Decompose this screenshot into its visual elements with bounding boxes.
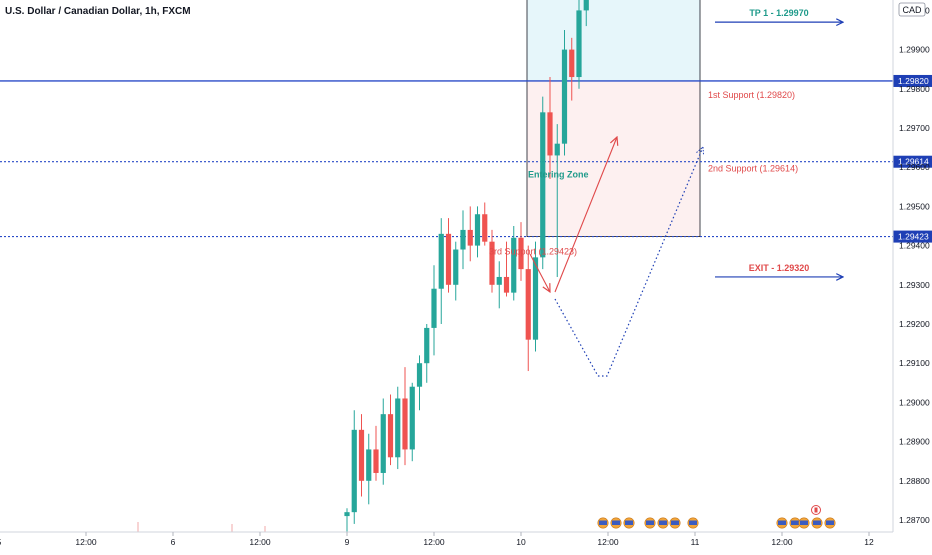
price-tick-label: 1.29200 (899, 319, 930, 329)
event-flag-stripe (659, 520, 667, 525)
candle-body[interactable] (518, 237, 524, 270)
candle-body[interactable] (511, 237, 517, 293)
price-tick-label: 1.29600 (899, 162, 930, 172)
event-flag-stripe (778, 520, 786, 525)
target-zone (527, 0, 700, 81)
price-tick-label: 1.29800 (899, 84, 930, 94)
price-tick-label: 1.29300 (899, 280, 930, 290)
event-flag-stripe (612, 520, 620, 525)
price-tick-label: 1.29500 (899, 201, 930, 211)
candle-body[interactable] (460, 229, 466, 250)
support3-label: 3rd Support (1.29423) (489, 247, 577, 257)
price-tick-label: 1.28900 (899, 437, 930, 447)
event-flag-stripe (625, 520, 633, 525)
candle-body[interactable] (373, 449, 379, 473)
pullback-arrow[interactable] (529, 253, 550, 292)
level-price-tag-1 (893, 74, 932, 87)
candle-body[interactable] (438, 233, 444, 289)
candle-body[interactable] (416, 363, 423, 387)
entry-zone (527, 80, 700, 237)
candle-body[interactable] (576, 10, 582, 78)
level-price-tag-2 (893, 155, 932, 168)
price-tick-label: 1.29900 (899, 45, 930, 55)
currency-badge-label: CAD (902, 5, 922, 15)
event-flag-stripe (599, 520, 607, 525)
recovery-arrow[interactable] (598, 147, 703, 377)
chart-title: U.S. Dollar / Canadian Dollar, 1h, FXCM (5, 6, 191, 17)
candle-body[interactable] (547, 112, 553, 156)
event-flag-stripe (826, 520, 834, 525)
time-tick-label: 12:00 (771, 537, 793, 547)
candle-body[interactable] (482, 214, 488, 242)
candle-body[interactable] (395, 398, 401, 458)
time-tick-label: 6 (171, 537, 176, 547)
candle-body[interactable] (474, 214, 481, 246)
level-price-tag-3 (893, 230, 932, 243)
time-tick-label: 9 (345, 537, 350, 547)
candle-body[interactable] (351, 429, 357, 513)
candle-body[interactable] (445, 233, 452, 285)
event-flag-stripe (671, 520, 679, 525)
candle-body[interactable] (540, 112, 546, 258)
price-tick-label: 1.29100 (899, 358, 930, 368)
candle-body[interactable] (431, 288, 437, 328)
entering-zone-label: Entering Zone (528, 170, 589, 180)
candle-body[interactable] (453, 249, 459, 285)
candle-body[interactable] (366, 449, 372, 481)
bullish-arrow[interactable] (554, 137, 617, 293)
candle-body[interactable] (561, 49, 568, 144)
currency-badge[interactable]: CAD (898, 2, 926, 17)
price-tick-label: 1.29700 (899, 123, 930, 133)
support1-label: 1st Support (1.29820) (708, 90, 795, 100)
event-flag-stripe (813, 520, 821, 525)
time-tick-label: 12:00 (597, 537, 619, 547)
price-tick-label: 1.29000 (899, 397, 930, 407)
candle-body[interactable] (525, 269, 531, 340)
candle-body[interactable] (402, 398, 408, 450)
candle-body[interactable] (387, 414, 394, 458)
candle-body[interactable] (569, 49, 575, 78)
candle-body[interactable] (554, 143, 560, 156)
time-tick-label: 10 (516, 537, 526, 547)
candle-body[interactable] (503, 276, 510, 293)
time-tick-label: 12:00 (249, 537, 271, 547)
candle-body[interactable] (489, 241, 495, 285)
candle-body[interactable] (358, 429, 365, 481)
level-price-label: 1.29423 (898, 232, 929, 242)
time-tick-label: 12 (864, 537, 874, 547)
event-flag-stripe (646, 520, 654, 525)
time-tick-label: 11 (691, 537, 700, 547)
candle-body[interactable] (380, 414, 386, 473)
candle-body[interactable] (583, 0, 589, 11)
deep-pullback-path[interactable] (554, 298, 599, 377)
candle-body[interactable] (344, 512, 350, 517)
candle-body[interactable] (409, 386, 415, 450)
candle-body[interactable] (467, 229, 473, 246)
candle-body[interactable] (424, 327, 430, 364)
support2-label: 2nd Support (1.29614) (708, 164, 798, 174)
event-flag-stripe (800, 520, 808, 525)
candle-body[interactable] (532, 257, 539, 340)
exit-label: EXIT - 1.29320 (749, 263, 810, 273)
price-tick-label: 1.29400 (899, 241, 930, 251)
canada-flag-leaf (814, 507, 818, 513)
price-tick-label: 1.28700 (899, 515, 930, 525)
tp1-label: TP 1 - 1.29970 (749, 8, 808, 18)
price-tick-label: 1.28800 (899, 476, 930, 486)
level-price-label: 1.29820 (898, 76, 929, 86)
level-price-label: 1.29614 (898, 157, 929, 167)
time-tick-label: 12:00 (423, 537, 445, 547)
candle-body[interactable] (496, 276, 502, 285)
event-flag-stripe (791, 520, 799, 525)
time-tick-label: 12:00 (75, 537, 97, 547)
event-flag-stripe (689, 520, 697, 525)
time-tick-label: 5 (0, 537, 2, 547)
